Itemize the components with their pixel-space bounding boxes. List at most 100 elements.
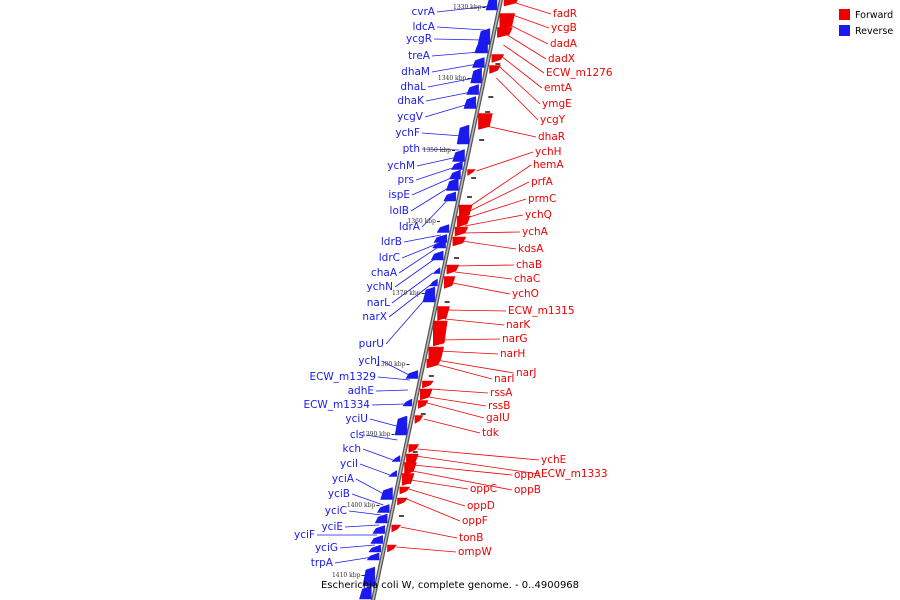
kbp-tick-label: 1370 kbp bbox=[392, 290, 421, 297]
forward-gene-feature bbox=[478, 113, 493, 130]
reverse-gene-feature bbox=[368, 544, 382, 553]
forward-gene-feature bbox=[426, 358, 442, 369]
kbp-tick-label: 1380 kbp bbox=[377, 361, 406, 368]
forward-gene-feature bbox=[458, 204, 473, 219]
forward-label-connector bbox=[410, 479, 469, 490]
reverse-gene-feature bbox=[394, 415, 408, 436]
reverse-label-connector bbox=[377, 376, 411, 381]
forward-gene-label: tdk bbox=[482, 427, 500, 439]
forward-gene-label: chaB bbox=[516, 259, 542, 271]
reverse-gene-feature bbox=[463, 96, 477, 109]
reverse-label-connector bbox=[339, 544, 375, 549]
reverse-gene-feature bbox=[376, 504, 390, 513]
forward-gene-feature bbox=[437, 306, 450, 321]
forward-label-connector bbox=[446, 309, 507, 312]
reverse-gene-label: adhE bbox=[348, 385, 374, 397]
forward-gene-feature bbox=[414, 415, 424, 424]
reverse-gene-feature bbox=[446, 178, 459, 191]
reverse-gene-label: ldrC bbox=[379, 252, 400, 264]
reverse-label-connector bbox=[394, 257, 437, 288]
reverse-gene-feature bbox=[433, 234, 448, 243]
forward-gene-feature bbox=[503, 0, 518, 7]
kbp-tick-label: 1350 kbp bbox=[423, 147, 452, 154]
legend-forward-swatch bbox=[839, 9, 850, 20]
forward-gene-label: prfA bbox=[531, 176, 554, 188]
forward-gene-feature bbox=[433, 320, 448, 347]
gene-features bbox=[359, 0, 518, 600]
reverse-gene-label: ychM bbox=[387, 160, 415, 172]
reverse-gene-label: narL bbox=[367, 297, 390, 309]
reverse-gene-feature bbox=[471, 57, 485, 68]
reverse-gene-feature bbox=[388, 470, 398, 477]
forward-gene-label: oppA bbox=[514, 469, 542, 481]
reverse-gene-label: kch bbox=[342, 443, 361, 455]
reverse-label-connector bbox=[411, 176, 454, 196]
forward-label-connector bbox=[408, 488, 466, 507]
reverse-gene-feature bbox=[452, 149, 465, 162]
forward-gene-feature bbox=[417, 400, 429, 409]
forward-label-connector bbox=[468, 164, 532, 208]
reverse-gene-label: lolB bbox=[390, 205, 409, 217]
forward-label-connector bbox=[456, 264, 515, 267]
forward-gene-label: narK bbox=[506, 319, 531, 331]
forward-gene-label: ycgY bbox=[540, 114, 566, 126]
forward-label-connector bbox=[466, 198, 527, 219]
reverse-label-connector bbox=[344, 524, 380, 528]
reverse-gene-label: ycgV bbox=[397, 111, 424, 123]
reverse-gene-label: yciC bbox=[325, 505, 347, 517]
forward-gene-feature bbox=[397, 497, 408, 506]
reverse-gene-label: ldcA bbox=[412, 21, 435, 33]
forward-gene-feature bbox=[443, 276, 456, 289]
reverse-gene-feature bbox=[485, 0, 498, 11]
forward-gene-label: dadA bbox=[550, 38, 578, 50]
forward-gene-label: ompW bbox=[458, 546, 492, 558]
reverse-gene-label: dhaK bbox=[397, 95, 425, 107]
forward-gene-label: narI bbox=[494, 373, 515, 385]
forward-label-connector bbox=[498, 65, 541, 105]
reverse-gene-feature bbox=[436, 224, 450, 233]
legend-reverse-label: Reverse bbox=[855, 26, 893, 37]
forward-gene-label: rssB bbox=[488, 400, 510, 412]
forward-label-connector bbox=[507, 23, 549, 45]
reverse-gene-label: ldrA bbox=[399, 221, 421, 233]
reverse-label-connector bbox=[334, 556, 373, 564]
reverse-gene-feature bbox=[428, 278, 438, 287]
reverse-gene-feature bbox=[380, 487, 393, 500]
forward-gene-label: dadX bbox=[548, 53, 575, 65]
reverse-label-connector bbox=[421, 148, 460, 151]
forward-label-connector bbox=[509, 13, 550, 29]
kbp-tick-label: 1340 kbp bbox=[438, 75, 467, 82]
reverse-gene-label: yciF bbox=[294, 529, 315, 541]
forward-gene-label: narG bbox=[502, 333, 528, 345]
reverse-label-connector bbox=[388, 284, 431, 318]
forward-gene-feature bbox=[404, 462, 417, 475]
forward-label-connector bbox=[503, 44, 545, 74]
forward-gene-feature bbox=[491, 54, 505, 63]
reverse-label-connector bbox=[351, 493, 384, 506]
forward-label-connector bbox=[505, 33, 547, 60]
forward-label-connector bbox=[400, 526, 458, 539]
reverse-label-connector bbox=[365, 434, 398, 441]
reverse-gene-label: yciI bbox=[340, 458, 358, 470]
reverse-gene-label: ychN bbox=[367, 281, 394, 293]
reverse-gene-label: treA bbox=[408, 50, 431, 62]
reverse-gene-feature bbox=[402, 398, 413, 407]
reverse-gene-feature bbox=[422, 286, 436, 303]
forward-gene-feature bbox=[489, 65, 501, 74]
reverse-label-connector bbox=[385, 295, 429, 345]
reverse-gene-label: ycgR bbox=[406, 33, 432, 45]
forward-label-connector bbox=[428, 396, 487, 407]
reverse-label-connector bbox=[362, 448, 394, 461]
reverse-gene-label: trpA bbox=[311, 557, 334, 569]
forward-label-connector bbox=[500, 55, 543, 89]
forward-gene-label: oppD bbox=[467, 500, 495, 512]
reverse-label-connector bbox=[433, 38, 483, 41]
reverse-gene-feature bbox=[391, 455, 401, 462]
reverse-label-connector bbox=[416, 156, 458, 167]
reverse-gene-feature bbox=[450, 161, 463, 170]
forward-gene-feature bbox=[387, 544, 397, 553]
reverse-gene-label: yciE bbox=[321, 521, 343, 533]
forward-gene-label: fadR bbox=[553, 8, 577, 20]
